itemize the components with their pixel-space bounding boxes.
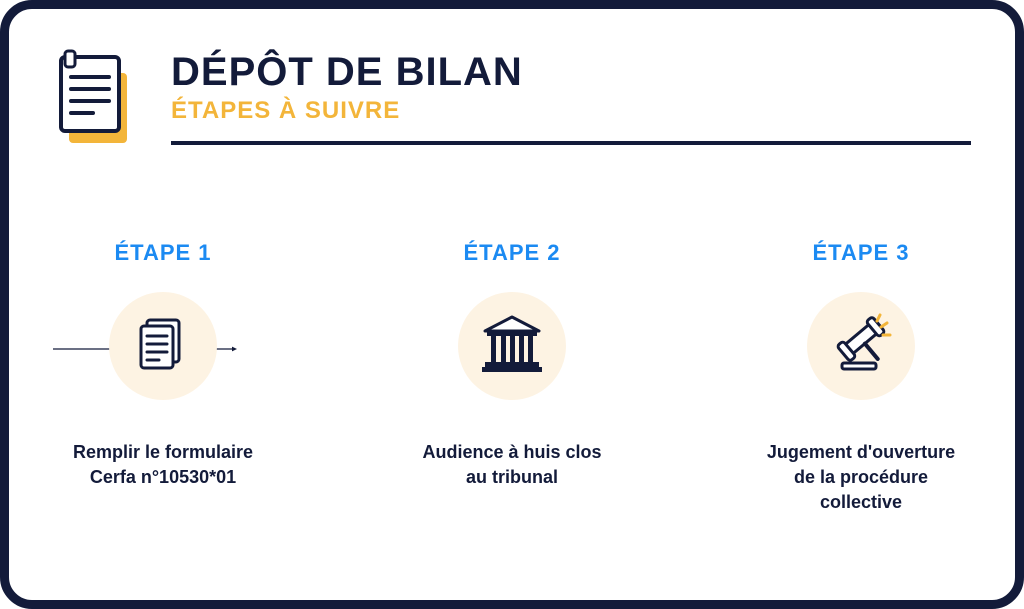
header: DÉPÔT DE BILAN ÉTAPES À SUIVRE	[53, 49, 971, 145]
step-2: ÉTAPE 2	[402, 240, 622, 516]
step-description: Remplir le formulaire Cerfa n°10530*01	[53, 440, 273, 490]
step-label: ÉTAPE 2	[402, 240, 622, 266]
step-description: Audience à huis clos au tribunal	[402, 440, 622, 490]
header-text: DÉPÔT DE BILAN ÉTAPES À SUIVRE	[171, 50, 971, 145]
infographic-card: DÉPÔT DE BILAN ÉTAPES À SUIVRE ÉTAPE 1	[0, 0, 1024, 609]
timeline: ÉTAPE 1 Remplir le formul	[53, 240, 971, 550]
gavel-icon	[828, 311, 894, 382]
steps-row: ÉTAPE 1 Remplir le formul	[53, 240, 971, 516]
step-circle	[458, 292, 566, 400]
step-circle	[807, 292, 915, 400]
courthouse-icon	[479, 311, 545, 382]
header-rule	[171, 141, 971, 145]
document-icon	[53, 49, 141, 145]
step-circle	[109, 292, 217, 400]
step-label: ÉTAPE 1	[53, 240, 273, 266]
step-3: ÉTAPE 3	[751, 240, 971, 516]
documents-icon	[131, 312, 195, 381]
step-description: Jugement d'ouverture de la procédure col…	[751, 440, 971, 516]
step-1: ÉTAPE 1 Remplir le formul	[53, 240, 273, 516]
step-label: ÉTAPE 3	[751, 240, 971, 266]
page-subtitle: ÉTAPES À SUIVRE	[171, 97, 971, 125]
page-title: DÉPÔT DE BILAN	[171, 50, 971, 95]
